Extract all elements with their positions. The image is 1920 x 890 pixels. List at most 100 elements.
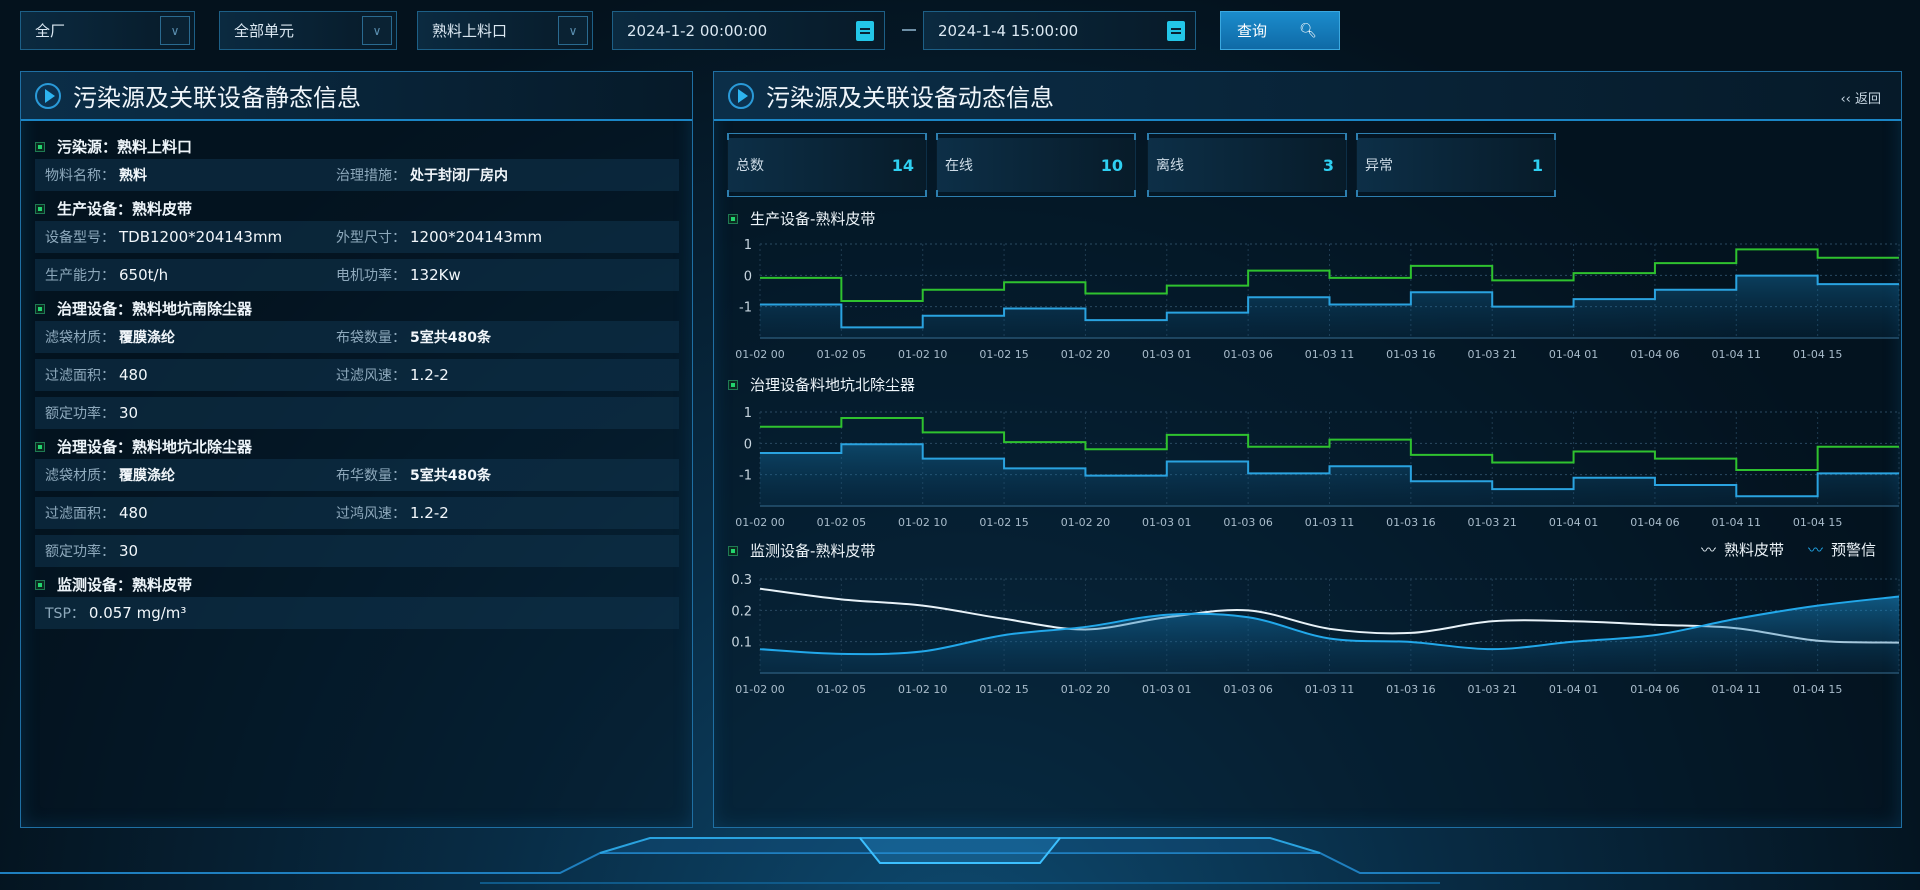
field-value: 480 [119,504,148,522]
x-tick-label: 01-02 20 [1061,516,1110,529]
x-tick-label: 01-04 06 [1630,683,1679,696]
field-label: 过滤风速： [336,368,406,384]
info-field: 额定功率： 30 [45,541,138,561]
field-label: 外型尺寸： [336,230,406,246]
info-field: 生产能力： 650t/h [45,265,168,285]
x-tick-label: 01-02 00 [735,683,784,696]
end-date-input[interactable]: 2024-1-4 15:00:00 [923,11,1196,50]
field-value: 5室共480条 [410,468,491,484]
field-label: 过鸿风速： [336,506,406,522]
section-title-text: 监测设备：熟料皮带 [57,576,193,594]
chevron-down-icon[interactable]: ∨ [160,16,190,45]
monitor-line-chart: 0.3 0.2 0.1 01-02 00 01-02 05 01-02 10 01-02 1… [731,573,1900,696]
wave-icon: 〰 [1700,541,1716,559]
field-value: 132Kw [410,266,461,284]
x-tick-label: 01-04 15 [1793,683,1842,696]
chart-title-text: 监测设备-熟料皮带 [750,542,876,560]
series-line [760,443,1899,498]
x-tick-label: 01-02 10 [898,516,947,529]
x-tick-label: 01-04 15 [1793,348,1842,361]
bullet-icon [728,545,738,556]
bullet-icon [728,379,738,390]
start-date-input[interactable]: 2024-1-2 00:00:00 [612,11,885,50]
field-value: 熟料 [119,168,147,184]
field-value: 30 [119,542,139,560]
bullet-icon [35,579,45,590]
production-step-chart: 1 0 -1 01-02 00 01-02 05 01-02 10 01-02 15 01-0… [735,238,1900,361]
calendar-icon[interactable] [1167,21,1185,41]
x-tick-label: 01-02 20 [1061,683,1110,696]
info-row: 过滤面积： 480 过滤风速： 1.2-2 [35,359,679,391]
x-tick-label: 01-03 16 [1386,683,1435,696]
legend-item[interactable]: 〰熟料皮带 [1701,539,1784,560]
chevron-down-icon[interactable]: ∨ [362,16,392,45]
bullet-icon [35,441,45,452]
date-range-separator [902,29,916,31]
field-label: 治理措施： [336,168,406,184]
chart-title-text: 治理设备料地坑北除尘器 [750,376,916,394]
back-label: 返回 [1854,92,1881,107]
info-field: 额定功率： 30 [45,403,138,423]
source-select[interactable]: 熟料上料口 ∨ [417,11,593,50]
field-label: 额定功率： [45,544,115,560]
info-field: 过鸿风速： 1.2-2 [336,503,449,523]
chart-title-production: 生产设备-熟料皮带 [728,208,875,229]
x-tick-label: 01-04 06 [1630,516,1679,529]
play-icon [35,82,61,109]
calendar-icon[interactable] [856,21,874,41]
field-label: 布袋数量： [336,330,406,346]
legend-label: 熟料皮带 [1723,541,1784,559]
series-area [760,596,1899,673]
stat-card-offline: 离线 3 [1147,133,1347,197]
field-label: 生产能力： [45,268,115,284]
field-value: 1200*204143mm [410,228,543,246]
bullet-icon [728,213,738,224]
y-tick-label: -1 [739,301,752,316]
info-field: 外型尺寸： 1200*204143mm [336,227,542,247]
info-row: 额定功率： 30 [35,535,679,567]
back-button[interactable]: ‹‹ 返回 [1840,88,1881,107]
info-field: 滤袋材质： 覆膜涤纶 [45,327,175,347]
plant-select[interactable]: 全厂 ∨ [20,11,195,50]
series-line [760,416,1899,471]
section-title-text: 生产设备：熟料皮带 [57,200,193,218]
treatment-step-chart: 1 0 -1 01-02 00 01-02 05 01-02 10 01-02 15 01-0… [735,406,1900,529]
series-line [760,274,1899,329]
unit-select[interactable]: 全部单元 ∨ [219,11,397,50]
info-field: 过滤面积： 480 [45,503,148,523]
info-row: TSP： 0.057 mg/m³ [35,597,679,629]
x-tick-label: 01-02 15 [979,516,1028,529]
legend-item[interactable]: 〰预警信 [1808,539,1876,560]
info-field: TSP： 0.057 mg/m³ [45,603,186,623]
series-line [760,248,1899,303]
x-tick-label: 01-03 06 [1223,516,1272,529]
section-title: 生产设备：熟料皮带 [35,198,192,219]
x-tick-label: 01-04 06 [1630,348,1679,361]
chevron-down-icon[interactable]: ∨ [558,16,588,45]
x-tick-label: 01-03 01 [1142,516,1191,529]
field-label: 过滤面积： [45,368,115,384]
x-tick-label: 01-04 11 [1712,516,1761,529]
y-tick-label: 0.3 [731,573,752,588]
chart-legend: 〰熟料皮带 〰预警信 [1701,539,1876,560]
series-area [760,275,1899,338]
stat-value: 10 [1100,155,1123,175]
stat-value: 14 [891,155,914,175]
panel-title: 污染源及关联设备动态信息 [766,84,1054,112]
query-button[interactable]: 查询 🔍︎ [1220,11,1340,50]
wave-icon: 〰 [1807,541,1823,559]
double-chevron-left-icon: ‹‹ [1840,92,1855,107]
field-label: 物料名称： [45,168,115,184]
x-tick-label: 01-02 05 [817,516,866,529]
info-row: 额定功率： 30 [35,397,679,429]
x-tick-label: 01-04 01 [1549,516,1598,529]
info-row: 滤袋材质： 覆膜涤纶 布华数量： 5室共480条 [35,459,679,491]
info-field: 治理措施： 处于封闭厂房内 [336,165,508,185]
legend-label: 预警信 [1830,541,1876,559]
x-tick-label: 01-03 16 [1386,516,1435,529]
section-title-text: 污染源：熟料上料口 [57,138,193,156]
x-tick-label: 01-04 15 [1793,516,1842,529]
info-field: 过滤风速： 1.2-2 [336,365,449,385]
field-label: 滤袋材质： [45,468,115,484]
x-tick-label: 01-03 11 [1305,516,1354,529]
